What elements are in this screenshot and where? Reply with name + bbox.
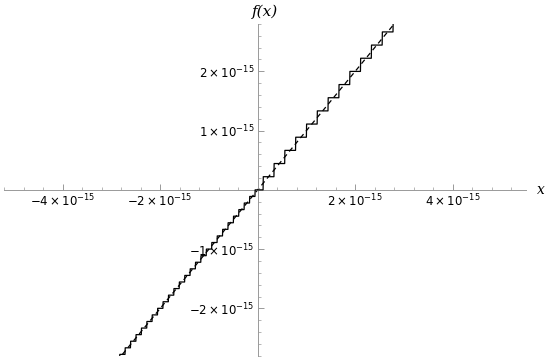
Title: f(x): f(x) [252,4,278,19]
Text: x: x [537,183,545,197]
